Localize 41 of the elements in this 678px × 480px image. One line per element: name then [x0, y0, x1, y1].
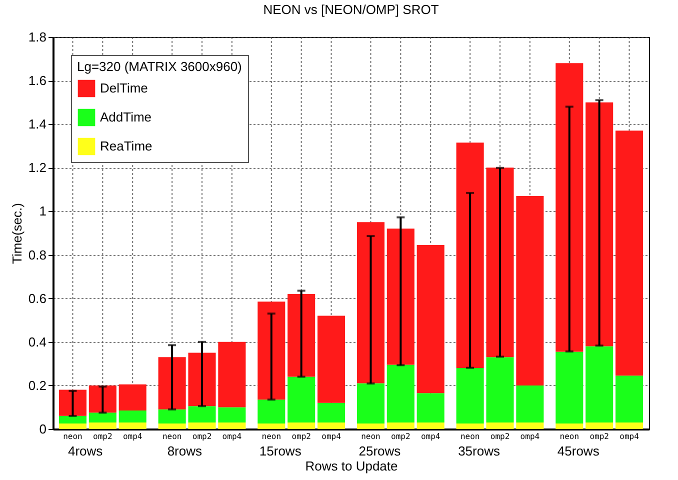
y-tick-label: 1: [39, 204, 46, 219]
y-tick-label: 1.8: [28, 30, 46, 44]
chart-title: NEON vs [NEON/OMP] SROT: [263, 2, 439, 17]
y-tick-label: 1.2: [28, 160, 46, 176]
x-tick-label: omp2: [391, 432, 410, 441]
x-tick-label: omp2: [292, 432, 312, 441]
x-tick-label: neon: [63, 432, 83, 441]
x-tick-label: omp2: [490, 432, 510, 441]
x-tick-label: neon: [460, 432, 480, 441]
x-tick-label: omp4: [420, 432, 440, 441]
x-tick-label: neon: [361, 432, 381, 441]
y-tick-label: 0.6: [28, 290, 46, 306]
text: 35rows: [458, 444, 500, 458]
x-tick-label: omp2: [590, 432, 610, 441]
text: 4rows: [68, 444, 104, 458]
text: 45rows: [557, 444, 600, 458]
legend-label: ReaTime: [100, 138, 152, 154]
text: 25rows: [358, 444, 402, 458]
legend-label: DelTime: [100, 80, 148, 96]
y-tick-label: 0: [39, 422, 46, 436]
legend-title: Lg=320 (MATRIX 3600x960): [77, 59, 242, 74]
x-tick-label: omp4: [520, 432, 540, 441]
x-tick-label: omp2: [192, 432, 212, 441]
y-tick-label: 0.8: [28, 247, 46, 262]
x-tick-label: omp4: [122, 432, 142, 441]
y-tick-label: 0.4: [28, 334, 46, 350]
x-tick-label: neon: [262, 432, 282, 441]
y-tick-label: 1.6: [28, 73, 46, 88]
y-tick-label: 1.4: [28, 116, 46, 132]
x-tick-label: neon: [162, 432, 182, 441]
x-tick-label: omp4: [322, 432, 342, 441]
text: 15rows: [259, 444, 302, 458]
x-tick-label: neon: [560, 432, 580, 441]
x-tick-label: omp2: [93, 432, 112, 441]
text: 8rows: [167, 444, 202, 458]
y-axis-title: Time(sec.): [9, 203, 24, 264]
legend-label: AddTime: [100, 110, 152, 124]
x-axis-title: Rows to Update: [305, 458, 398, 474]
x-tick-label: omp4: [222, 432, 242, 441]
y-tick-label: 0.2: [28, 378, 46, 393]
x-tick-label: omp4: [620, 432, 640, 441]
